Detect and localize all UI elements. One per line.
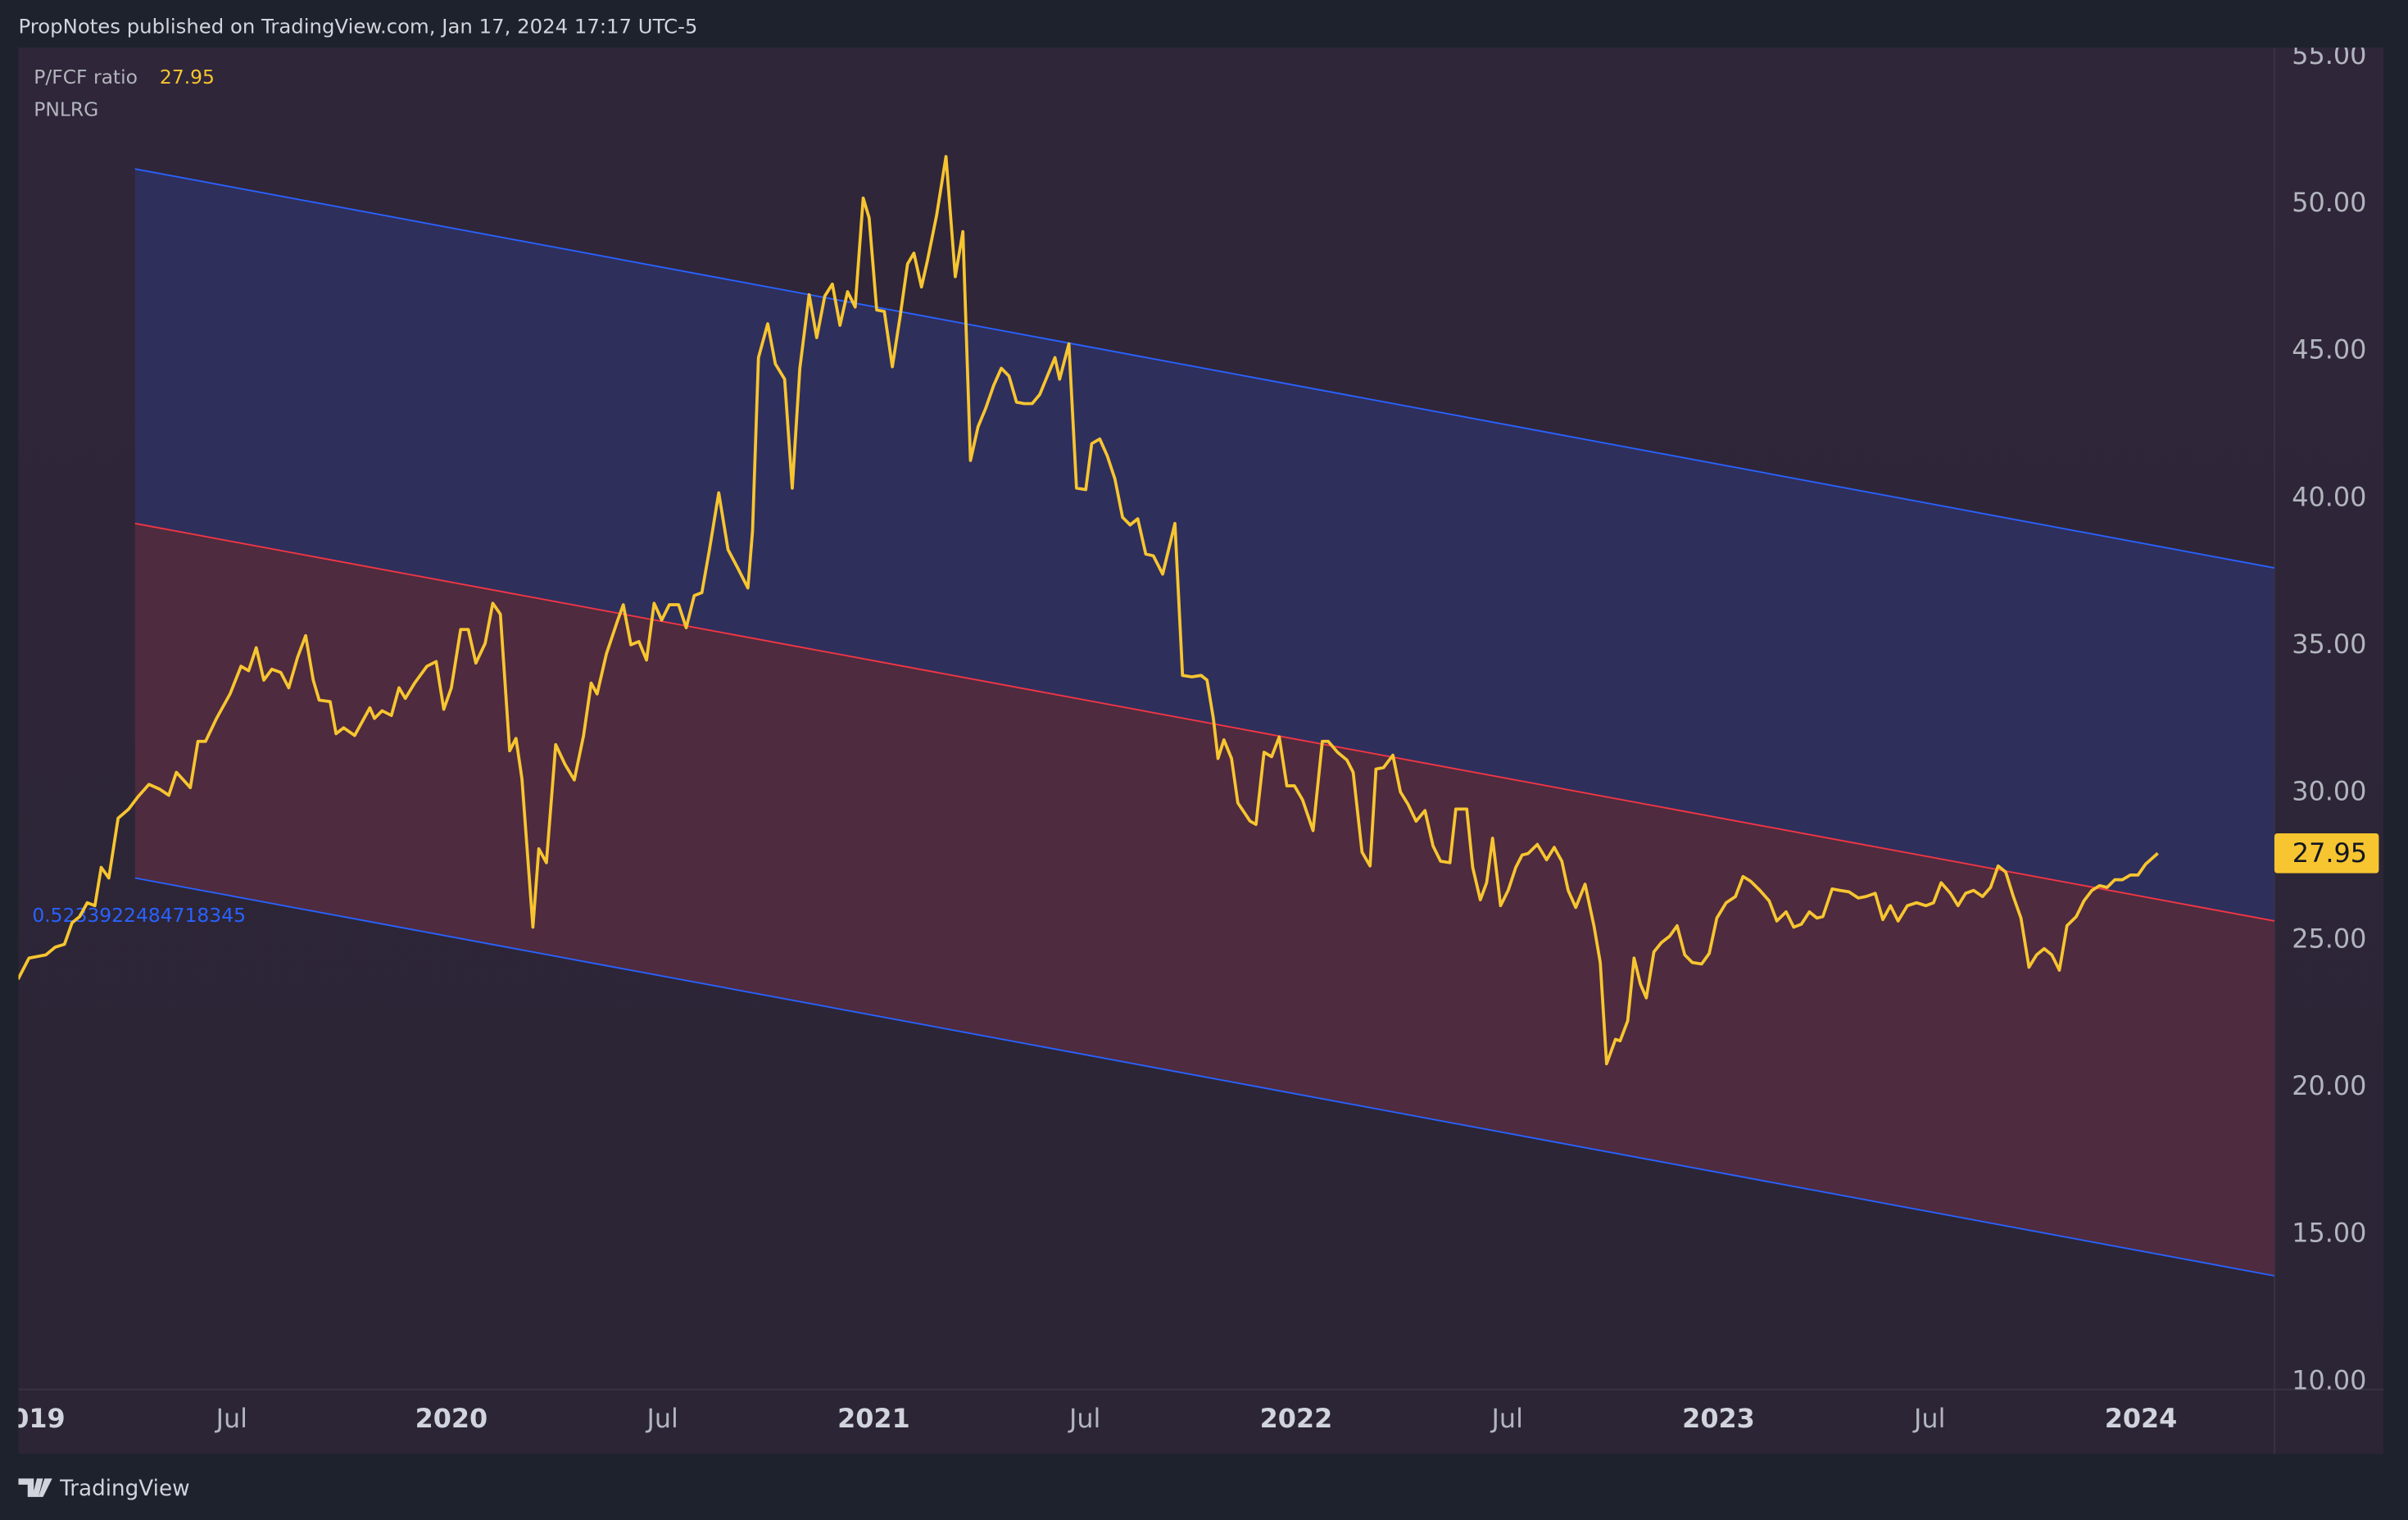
legend-indicator: PNLRG	[34, 98, 98, 120]
channel-lower-line	[134, 877, 2274, 1277]
x-tick-label: 2024	[2105, 1403, 2178, 1434]
legend-series-name: P/FCF ratio	[34, 66, 138, 88]
y-tick-label: 50.00	[2292, 187, 2366, 218]
last-value-tag-box	[2274, 833, 2379, 873]
x-tick-label: Jul	[1068, 1403, 1100, 1434]
channel-label: 0.5233922484718345	[32, 904, 246, 927]
footer-brand: TradingView	[18, 1477, 190, 1501]
y-tick-label: 45.00	[2292, 334, 2366, 365]
y-tick-label: 25.00	[2292, 923, 2366, 954]
brand-logo	[18, 1478, 52, 1497]
x-tick-label: 2022	[1260, 1403, 1333, 1434]
x-tick-label: 2023	[1682, 1403, 1755, 1434]
y-tick-label: 55.00	[2292, 39, 2366, 70]
channel-lower-band	[134, 523, 2274, 1277]
series-line	[18, 155, 2159, 1066]
x-tick-label: 2021	[837, 1403, 910, 1434]
legend-series-value: 27.95	[160, 66, 215, 88]
channel-middle-line	[134, 522, 2274, 922]
last-value-tag: 27.95	[2274, 833, 2379, 873]
legend: P/FCF ratio 27.95 PNLRG	[34, 66, 215, 120]
x-tick-label: 2019	[0, 1403, 66, 1434]
brand-name: TradingView	[59, 1477, 189, 1501]
y-tick-label: 20.00	[2292, 1070, 2366, 1101]
channel-upper-line	[134, 168, 2274, 569]
y-tick-label: 35.00	[2292, 628, 2366, 660]
y-tick-label: 40.00	[2292, 481, 2366, 512]
last-value-tag-label: 27.95	[2292, 837, 2367, 869]
x-tick-label: Jul	[1912, 1403, 1945, 1434]
publish-header: PropNotes published on TradingView.com, …	[18, 15, 697, 39]
x-tick-label: Jul	[215, 1403, 247, 1434]
x-tick-label: Jul	[1490, 1403, 1523, 1434]
x-tick-label: Jul	[645, 1403, 678, 1434]
y-tick-label: 30.00	[2292, 776, 2366, 807]
x-tick-label: 2020	[415, 1403, 488, 1434]
time-axis: 2019 Jul 2020 Jul 2021 Jul 2022 Jul 2023 Jul 2024	[0, 1403, 2178, 1434]
channel-upper-band	[134, 169, 2274, 921]
y-tick-label: 15.00	[2292, 1218, 2366, 1249]
price-axis: 10.00 15.00 20.00 25.00 30.00 35.00 40.00 45.00…	[2292, 39, 2366, 1395]
plot-area: 0.5233922484718345	[18, 155, 2274, 1277]
y-tick-label: 10.00	[2292, 1364, 2366, 1395]
